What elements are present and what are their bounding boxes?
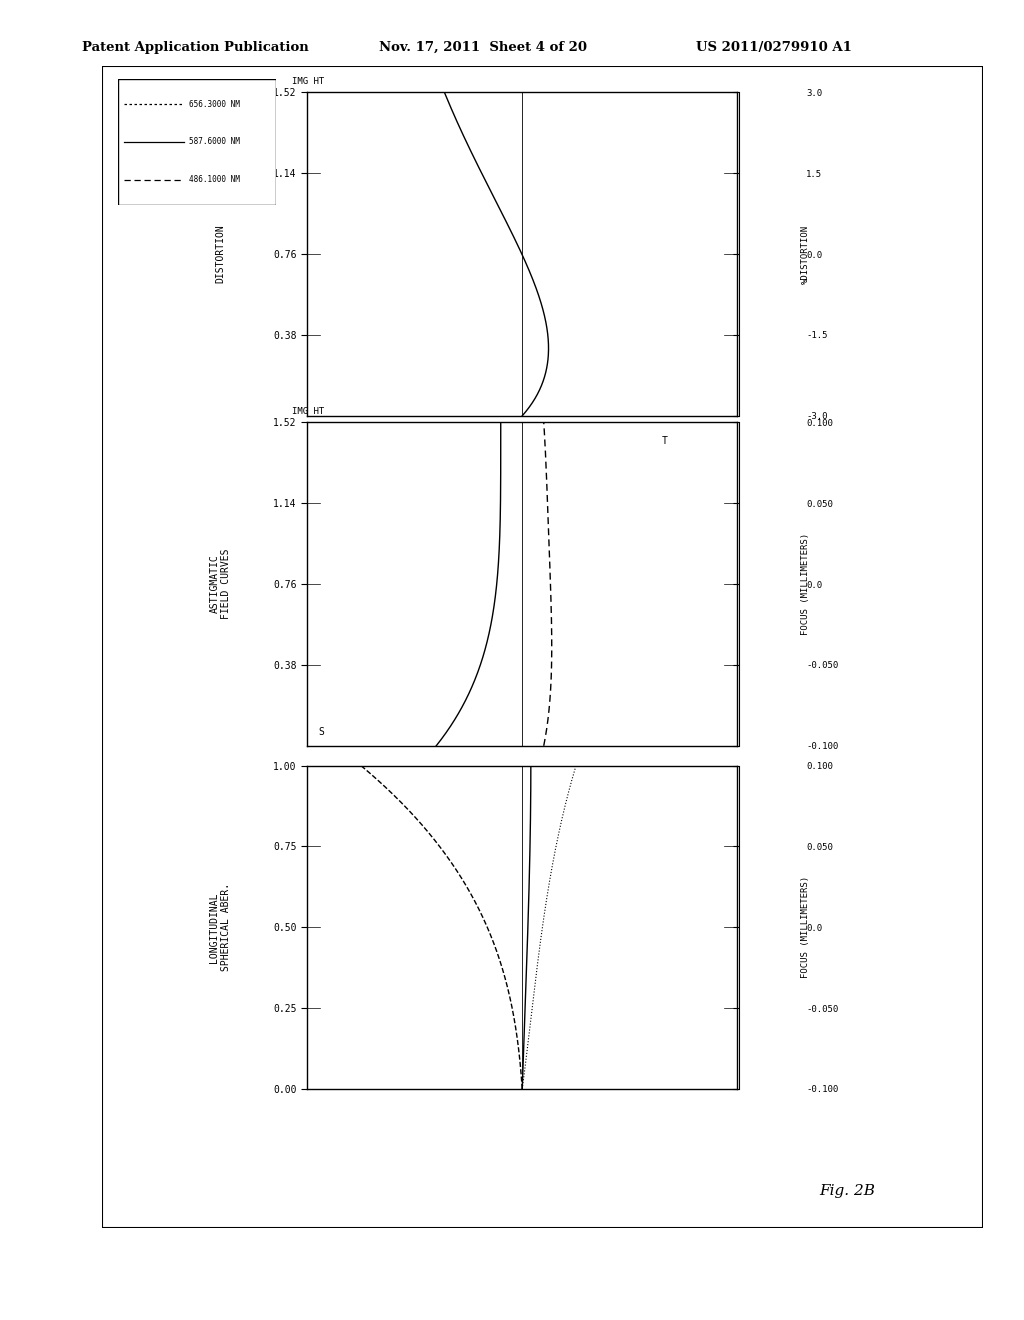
Text: LONGITUDINAL
SPHERICAL ABER.: LONGITUDINAL SPHERICAL ABER. xyxy=(209,883,231,972)
Text: IMG HT: IMG HT xyxy=(292,77,324,86)
Text: Fig. 2B: Fig. 2B xyxy=(819,1184,876,1197)
Text: FOCUS (MILLIMETERS): FOCUS (MILLIMETERS) xyxy=(801,533,810,635)
Text: IMG HT: IMG HT xyxy=(292,407,324,416)
Text: Nov. 17, 2011  Sheet 4 of 20: Nov. 17, 2011 Sheet 4 of 20 xyxy=(379,41,587,54)
Text: T: T xyxy=(663,436,668,446)
FancyBboxPatch shape xyxy=(118,79,276,205)
Text: 486.1000 NM: 486.1000 NM xyxy=(189,176,240,183)
Text: DISTORTION: DISTORTION xyxy=(215,224,225,284)
Text: Patent Application Publication: Patent Application Publication xyxy=(82,41,308,54)
Text: S: S xyxy=(317,727,324,737)
FancyBboxPatch shape xyxy=(102,66,983,1228)
Text: 656.3000 NM: 656.3000 NM xyxy=(189,100,240,108)
Text: %DISTORTION: %DISTORTION xyxy=(801,224,810,284)
Text: US 2011/0279910 A1: US 2011/0279910 A1 xyxy=(696,41,852,54)
Text: ASTIGMATIC
FIELD CURVES: ASTIGMATIC FIELD CURVES xyxy=(209,549,231,619)
Text: 587.6000 NM: 587.6000 NM xyxy=(189,137,240,147)
Text: FOCUS (MILLIMETERS): FOCUS (MILLIMETERS) xyxy=(801,876,810,978)
